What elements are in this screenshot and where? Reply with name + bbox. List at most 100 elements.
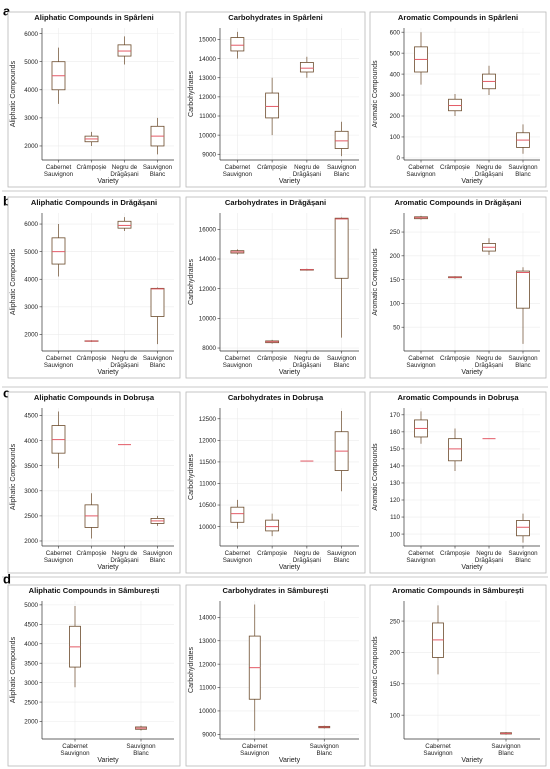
box-3 bbox=[117, 36, 132, 65]
x-tick-label: Cabernet Sauvignon bbox=[223, 550, 253, 564]
y-axis-title: Carbohydrates bbox=[188, 71, 195, 117]
x-tick-label: Cabernet Sauvignon bbox=[406, 164, 436, 178]
chart-title: Carbohydrates in Spârleni bbox=[228, 13, 323, 22]
chart-b-2: Carbohydrates in Drăgășani 8000 10000 12000… bbox=[185, 196, 366, 379]
box-3 bbox=[299, 56, 314, 78]
y-tick-label: 300 bbox=[390, 92, 401, 99]
box-body bbox=[448, 438, 462, 462]
chart-a-3: Aromatic Compounds in Spârleni 0 100 200 300… bbox=[369, 11, 547, 188]
box-body bbox=[51, 237, 66, 265]
chart-title: Aromatic Compounds in Dobrușa bbox=[397, 393, 519, 402]
y-tick-label: 13000 bbox=[199, 638, 217, 645]
y-tick-label: 5000 bbox=[24, 249, 38, 256]
box-2 bbox=[500, 732, 512, 735]
y-tick-label: 15000 bbox=[199, 37, 217, 44]
x-tick-label: Sauvignon Blanc bbox=[327, 550, 357, 564]
x-tick-label: Sauvignon Blanc bbox=[143, 164, 173, 178]
x-axis-title: Variety bbox=[97, 178, 119, 185]
y-tick-label: 2000 bbox=[24, 538, 38, 545]
y-tick-label: 6000 bbox=[24, 31, 38, 38]
box-1 bbox=[51, 47, 66, 104]
y-tick-label: 2000 bbox=[24, 332, 38, 339]
y-axis-title: Carbohydrates bbox=[188, 259, 195, 305]
y-tick-label: 3500 bbox=[24, 660, 38, 667]
y-tick-label: 12000 bbox=[199, 661, 217, 668]
box-2 bbox=[84, 131, 99, 146]
box-3 bbox=[482, 65, 496, 96]
y-tick-label: 0 bbox=[397, 155, 401, 162]
box-1 bbox=[51, 224, 66, 277]
x-tick-label: Negru de Drăgășani bbox=[110, 164, 138, 178]
box-1 bbox=[69, 606, 81, 688]
x-tick-label: Crâmpoșie bbox=[257, 355, 287, 362]
y-tick-label: 200 bbox=[390, 650, 401, 657]
x-tick-label: Negru de Drăgășani bbox=[475, 550, 503, 564]
y-tick-label: 3000 bbox=[24, 680, 38, 687]
y-axis-title: Aromatic Compounds bbox=[372, 636, 379, 704]
box-2 bbox=[84, 340, 99, 342]
x-tick-label: Sauvignon Blanc bbox=[508, 355, 538, 369]
y-tick-label: 10500 bbox=[199, 502, 217, 509]
x-tick-label: Cabernet Sauvignon bbox=[44, 355, 74, 369]
box-4 bbox=[334, 121, 349, 157]
box-2 bbox=[448, 428, 462, 472]
x-tick-label: Crâmpoșie bbox=[77, 550, 107, 557]
panel-row-a: a Aliphatic Compounds in Spârleni20003000… bbox=[3, 3, 547, 188]
panel-frame bbox=[7, 584, 181, 767]
box-1 bbox=[51, 411, 66, 469]
x-tick-label: Cabernet Sauvignon bbox=[223, 164, 253, 178]
x-tick-label: Sauvignon Blanc bbox=[310, 743, 340, 757]
y-tick-label: 600 bbox=[390, 29, 401, 36]
box-3 bbox=[482, 238, 496, 255]
y-tick-label: 2500 bbox=[24, 699, 38, 706]
box-2 bbox=[265, 339, 280, 344]
chart-title: Aromatic Compounds in Sâmburești bbox=[392, 586, 524, 595]
x-tick-label: Cabernet Sauvignon bbox=[240, 743, 270, 757]
y-tick-label: 100 bbox=[390, 712, 401, 719]
x-axis-title: Variety bbox=[97, 757, 119, 764]
panel-letter: c bbox=[3, 385, 10, 400]
box-body bbox=[334, 217, 349, 279]
box-2 bbox=[448, 94, 462, 116]
chart-a-1: Aliphatic Compounds in Spârleni 2000 3000 4… bbox=[7, 11, 181, 188]
y-tick-label: 9000 bbox=[202, 151, 216, 158]
x-tick-label: Sauvignon Blanc bbox=[126, 743, 156, 757]
y-tick-label: 120 bbox=[390, 497, 401, 504]
box-2 bbox=[448, 276, 462, 279]
y-tick-label: 12000 bbox=[199, 438, 217, 445]
y-tick-label: 2000 bbox=[24, 143, 38, 150]
x-tick-label: Crâmpoșie bbox=[77, 164, 107, 171]
y-tick-label: 4000 bbox=[24, 438, 38, 445]
y-tick-label: 12500 bbox=[199, 416, 217, 423]
x-axis-title: Variety bbox=[461, 369, 483, 376]
box-1 bbox=[230, 249, 245, 255]
box-1 bbox=[230, 499, 245, 529]
panel-letter: b bbox=[3, 193, 11, 208]
y-tick-label: 250 bbox=[390, 618, 401, 625]
x-tick-label: Cabernet Sauvignon bbox=[406, 550, 436, 564]
y-tick-label: 150 bbox=[390, 446, 401, 453]
box-1 bbox=[414, 32, 428, 85]
box-1 bbox=[414, 411, 428, 444]
x-tick-label: Negru de Drăgășani bbox=[475, 355, 503, 369]
box-4 bbox=[334, 217, 349, 338]
x-axis-title: Variety bbox=[279, 369, 301, 376]
y-tick-label: 6000 bbox=[24, 221, 38, 228]
y-axis-title: Aliphatic Compounds bbox=[10, 60, 17, 127]
box-1 bbox=[432, 605, 444, 675]
box-body bbox=[265, 92, 280, 119]
box-2 bbox=[265, 77, 280, 136]
box-body bbox=[230, 506, 245, 523]
y-tick-label: 5000 bbox=[24, 59, 38, 66]
y-tick-label: 14000 bbox=[199, 615, 217, 622]
x-tick-label: Cabernet Sauvignon bbox=[406, 355, 436, 369]
y-tick-label: 100 bbox=[390, 301, 401, 308]
chart-title: Carbohydrates in Sâmburești bbox=[223, 586, 329, 595]
x-tick-label: Negru de Drăgășani bbox=[293, 164, 321, 178]
box-1 bbox=[230, 31, 245, 59]
chart-d-1: Aliphatic Compounds in Sâmburești 2000 250… bbox=[7, 584, 181, 767]
chart-title: Aromatic Compounds in Spârleni bbox=[398, 13, 518, 22]
x-tick-label: Cabernet Sauvignon bbox=[423, 743, 453, 757]
x-tick-label: Crâmpoșie bbox=[257, 550, 287, 557]
